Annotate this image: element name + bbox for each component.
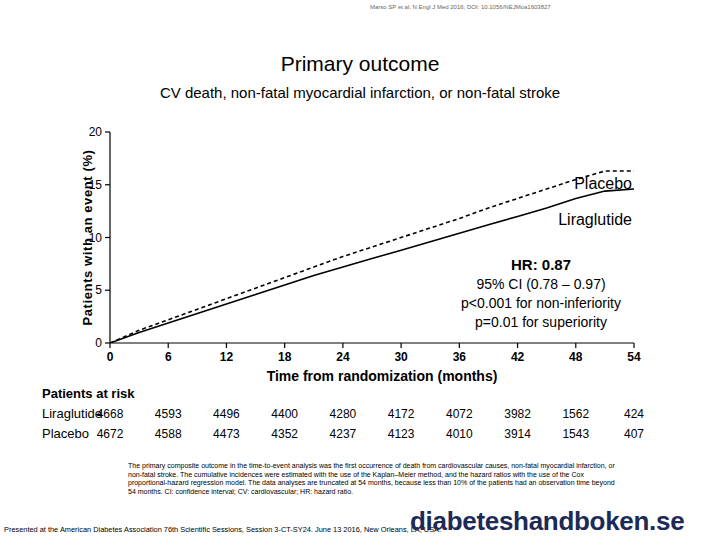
x-tick: [168, 343, 169, 348]
page: Marso SP et al. N Engl J Med 2016; DOI: …: [0, 0, 720, 540]
risk-value: 3982: [504, 407, 531, 421]
y-tick: [105, 290, 110, 291]
risk-value: 424: [624, 407, 644, 421]
x-tick: [575, 343, 576, 348]
risk-value: 4280: [330, 407, 357, 421]
risk-value: 1543: [562, 427, 589, 441]
series-line: [110, 171, 634, 343]
citation: Marso SP et al. N Engl J Med 2016; DOI: …: [370, 4, 551, 10]
title: Primary outcome: [281, 52, 440, 75]
y-axis-label: Patients with an event (%): [80, 150, 95, 326]
y-tick: [105, 184, 110, 185]
risk-value: 4496: [213, 407, 240, 421]
annotation: 95% CI (0.78 – 0.97): [476, 276, 605, 292]
series-line: [110, 189, 634, 343]
x-tick-label: 24: [336, 350, 350, 364]
series-label: Liraglutide: [558, 211, 632, 228]
risk-value: 4672: [97, 427, 124, 441]
risk-value: 4237: [330, 427, 357, 441]
y-tick-label: 0: [95, 336, 102, 350]
y-tick: [105, 237, 110, 238]
x-tick-label: 42: [511, 350, 525, 364]
risk-value: 4668: [97, 407, 124, 421]
x-tick: [633, 343, 634, 348]
risk-value: 4123: [388, 427, 415, 441]
y-tick-label: 20: [89, 125, 103, 139]
y-tick: [105, 131, 110, 132]
risk-value: 4400: [271, 407, 298, 421]
y-tick: [105, 342, 110, 343]
presented-note: Presented at the American Diabetes Assoc…: [4, 525, 424, 534]
x-tick: [401, 343, 402, 348]
x-tick: [517, 343, 518, 348]
plot-area: [110, 171, 634, 343]
risk-row-name: Placebo: [42, 426, 89, 441]
x-tick-label: 36: [453, 350, 467, 364]
risk-value: 1562: [562, 407, 589, 421]
x-tick-label: 54: [627, 350, 641, 364]
x-tick-label: 48: [569, 350, 583, 364]
annotation: HR: 0.87: [511, 256, 571, 273]
annotation: p<0.001 for non-inferiority: [461, 295, 621, 311]
footnote: The primary composite outcome in the tim…: [128, 462, 618, 496]
annotation: p=0.01 for superiority: [475, 314, 607, 330]
risk-row-name: Liraglutide: [42, 406, 102, 421]
x-axis: [110, 342, 634, 343]
risk-value: 4352: [271, 427, 298, 441]
risk-value: 3914: [504, 427, 531, 441]
chart: Marso SP et al. N Engl J Med 2016; DOI: …: [0, 0, 720, 540]
x-tick-label: 30: [394, 350, 408, 364]
logo: diabeteshandboken.se: [410, 506, 684, 537]
risk-value: 407: [624, 427, 644, 441]
x-tick: [459, 343, 460, 348]
x-tick-label: 18: [278, 350, 292, 364]
x-tick: [226, 343, 227, 348]
risk-value: 4010: [446, 427, 473, 441]
x-axis-label: Time from randomization (months): [267, 368, 498, 384]
x-tick-label: 12: [220, 350, 234, 364]
x-tick: [284, 343, 285, 348]
x-tick: [109, 343, 110, 348]
x-tick: [342, 343, 343, 348]
risk-value: 4593: [155, 407, 182, 421]
series-label: Placebo: [574, 175, 632, 192]
x-tick-label: 6: [165, 350, 172, 364]
risk-value: 4473: [213, 427, 240, 441]
x-tick-label: 0: [107, 350, 114, 364]
risk-value: 4172: [388, 407, 415, 421]
risk-table-title: Patients at risk: [42, 386, 135, 401]
y-tick-label: 5: [95, 283, 102, 297]
risk-value: 4072: [446, 407, 473, 421]
subtitle: CV death, non-fatal myocardial infarctio…: [160, 84, 560, 101]
risk-value: 4588: [155, 427, 182, 441]
